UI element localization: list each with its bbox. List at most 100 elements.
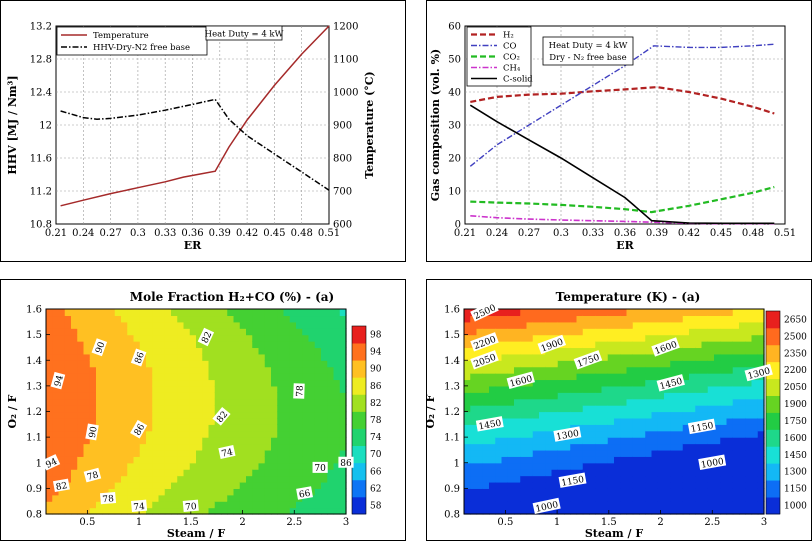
contour-cell [664,462,671,470]
contour-cell [252,443,260,451]
contour-cell [564,488,571,496]
contour-cell [327,309,335,317]
contour-cell [720,405,728,413]
contour-cell [489,494,496,502]
contour-cell [252,411,260,419]
contour-cell [46,398,53,406]
contour-cell [732,462,740,470]
contour-cell [732,328,740,336]
contour-cell [46,437,53,445]
contour-cell [464,456,471,464]
contour-cell [757,398,765,406]
contour-cell [707,411,715,419]
contour-cell [102,462,110,470]
x-tick-label: 0.51 [318,228,340,239]
contour-cell [495,341,503,349]
contour-cell [626,328,634,336]
contour-cell [682,309,690,317]
contour-cell [651,501,659,509]
contour-cell [214,341,222,349]
contour-cell [682,373,690,381]
contour-cell [570,456,578,464]
contour-cell [283,475,291,483]
contour-cell [626,449,634,457]
contour-cell [171,481,178,489]
contour-cell [570,366,578,374]
contour-cell [489,315,496,323]
contour-cell [739,360,746,368]
contour-cell [751,424,759,432]
contour-label: 94 [44,457,59,471]
contour-label-bg [41,454,61,471]
contour-label-bg [506,371,535,389]
contour-cell [114,341,122,349]
contour-cell [695,341,703,349]
y2-tick-label: 1100 [333,55,358,66]
contour-cell [227,385,235,393]
contour-cell [333,334,341,342]
contour-cell [689,315,696,323]
contour-cell [321,398,328,406]
contour-cell [664,315,671,323]
contour-cell [114,475,122,483]
contour-cell [507,360,515,368]
contour-cell [114,405,122,413]
contour-cell [464,334,471,342]
contour-cell [695,385,703,393]
contour-cell [607,347,615,355]
contour-cell [158,379,166,387]
contour-cell [171,449,178,457]
contour-cell [751,392,759,400]
contour-cell [83,501,91,509]
contour-cell [751,315,759,323]
contour-cell [177,347,185,355]
contour-label-bg [52,478,70,493]
contour-cell [726,462,734,470]
y-tick-label: 12 [39,121,52,132]
contour-cell [564,469,571,477]
contour-cell [726,449,734,457]
contour-cell [158,494,166,502]
contour-cell [639,385,646,393]
contour-cell [545,481,553,489]
y-tick-label: 20 [448,154,461,165]
contour-cell [614,321,621,329]
contour-cell [139,411,147,419]
contour-cell [252,475,260,483]
contour-cell [645,449,653,457]
contour-cell [227,347,235,355]
contour-cell [64,315,72,323]
contour-cell [183,392,191,400]
contour-cell [314,405,322,413]
contour-cell [146,398,153,406]
contour-cell [507,481,515,489]
contour-cell [464,309,471,317]
contour-cell [632,328,640,336]
contour-cell [495,321,503,329]
contour-cell [595,315,603,323]
contour-cell [114,398,122,406]
contour-cell [158,488,166,496]
contour-cell [614,456,621,464]
contour-cell [239,366,247,374]
contour-cell [327,443,335,451]
contour-cell [46,475,53,483]
contour-cell [327,494,335,502]
contour-cell [670,494,678,502]
contour-cell [77,417,85,425]
contour-cell [695,411,703,419]
contour-cell [314,494,322,502]
contour-cell [570,373,578,381]
contour-cell [620,437,628,445]
contour-cell [296,437,303,445]
contour-cell [283,398,291,406]
contour-cell [676,462,684,470]
contour-cell [507,309,515,317]
contour-cell [639,392,646,400]
contour-cell [71,353,78,361]
contour-cell [464,475,471,483]
contour-cell [714,501,721,509]
contour-cell [664,334,671,342]
contour-cell [664,437,671,445]
contour-cell [620,469,628,477]
